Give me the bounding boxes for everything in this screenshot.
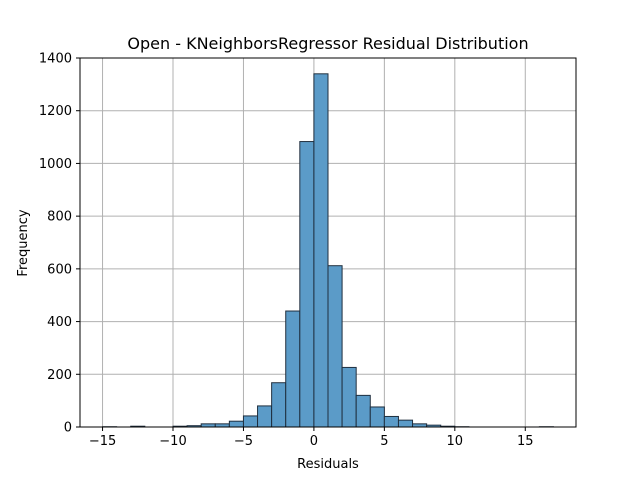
histogram-bar — [300, 142, 314, 427]
x-tick-label: 5 — [380, 434, 388, 449]
x-tick-label: −15 — [89, 434, 116, 449]
x-tick-label: 10 — [447, 434, 464, 449]
histogram-bar — [243, 416, 257, 427]
histogram-bar — [286, 311, 300, 427]
histogram-bar — [398, 420, 412, 427]
y-tick-label: 600 — [47, 262, 72, 277]
y-tick-label: 400 — [47, 315, 72, 330]
y-tick-label: 0 — [64, 421, 72, 436]
x-tick-label: 0 — [310, 434, 318, 449]
histogram-bar — [356, 395, 370, 427]
histogram-bar — [229, 421, 243, 427]
histogram-bar — [258, 406, 272, 427]
y-axis-label: Frequency — [16, 209, 31, 276]
x-tick-label: −10 — [159, 434, 186, 449]
x-tick-label: −5 — [234, 434, 253, 449]
y-tick-label: 1400 — [39, 52, 72, 67]
x-axis-label: Residuals — [297, 457, 359, 472]
histogram-bar — [342, 367, 356, 427]
y-tick-label: 800 — [47, 210, 72, 225]
histogram-bar — [314, 74, 328, 427]
histogram-bar — [384, 416, 398, 427]
histogram-bar — [328, 266, 342, 427]
x-tick-label: 15 — [517, 434, 534, 449]
histogram-bar — [272, 383, 286, 427]
histogram-bar — [370, 407, 384, 427]
y-tick-label: 200 — [47, 368, 72, 383]
chart-title: Open - KNeighborsRegressor Residual Dist… — [127, 34, 528, 53]
y-tick-label: 1000 — [39, 157, 72, 172]
y-tick-label: 1200 — [39, 104, 72, 119]
